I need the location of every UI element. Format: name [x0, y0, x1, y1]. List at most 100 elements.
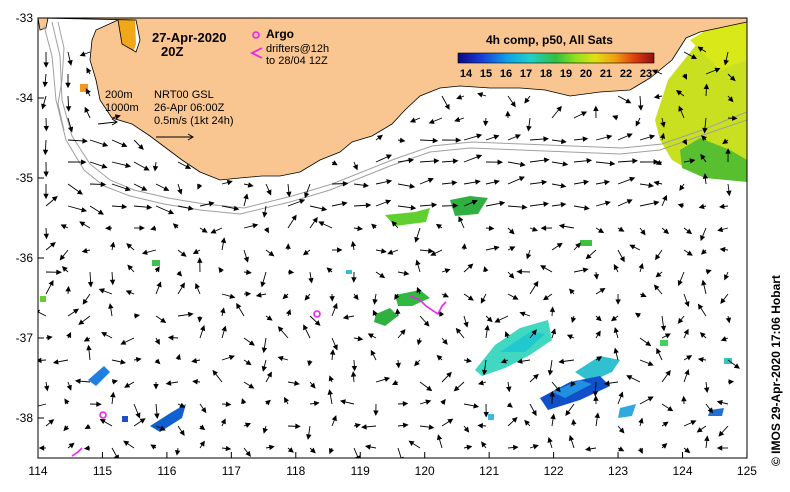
current-arrowhead	[123, 440, 130, 446]
current-arrowhead	[435, 223, 442, 230]
current-arrowhead	[656, 347, 662, 355]
current-arrowhead	[618, 446, 625, 452]
current-arrowhead	[444, 103, 450, 110]
current-arrowhead	[243, 256, 249, 263]
current-arrowhead	[187, 205, 194, 211]
current-arrowhead	[483, 120, 489, 127]
current-arrowhead	[430, 250, 437, 256]
current-arrowhead	[455, 327, 462, 334]
current-arrowhead	[109, 241, 116, 248]
current-arrowhead	[342, 314, 349, 320]
current-arrowhead	[499, 200, 506, 207]
current-arrowhead	[306, 434, 312, 440]
current-arrowhead	[701, 279, 707, 286]
current-arrowhead	[81, 159, 87, 165]
current-arrowhead	[415, 259, 421, 266]
current-arrowhead	[135, 412, 141, 419]
current-arrowhead	[111, 379, 118, 385]
current-arrowhead	[635, 120, 641, 127]
current-arrowhead	[329, 296, 335, 302]
current-arrowhead	[236, 302, 242, 310]
colorbar-tick-label: 16	[500, 68, 512, 80]
current-arrowhead	[357, 335, 364, 342]
current-arrowhead	[312, 216, 318, 223]
current-arrowhead	[367, 333, 374, 339]
current-arrowhead	[354, 422, 361, 429]
current-arrowhead	[613, 263, 619, 271]
current-arrowhead	[197, 257, 203, 263]
current-arrow	[38, 403, 47, 407]
current-arrowhead	[373, 410, 379, 416]
current-arrowhead	[542, 294, 549, 301]
current-arrowhead	[291, 214, 297, 221]
current-arrowhead	[662, 194, 668, 201]
current-arrowhead	[110, 391, 116, 398]
current-arrowhead	[414, 236, 420, 243]
current-arrowhead	[351, 277, 357, 283]
current-arrowhead	[370, 349, 376, 356]
current-arrowhead	[477, 423, 484, 429]
current-arrowhead	[728, 379, 735, 385]
current-arrowhead	[125, 290, 132, 296]
current-arrowhead	[121, 203, 128, 210]
current-arrowhead	[436, 434, 443, 441]
current-arrowhead	[582, 136, 589, 142]
current-arrowhead	[248, 340, 255, 346]
current-arrowhead	[558, 223, 565, 229]
current-arrowhead	[550, 413, 556, 420]
current-arrowhead	[314, 320, 321, 326]
current-arrowhead	[659, 132, 666, 139]
current-arrowhead	[309, 382, 316, 389]
current-arrowhead	[629, 244, 636, 250]
current-arrowhead	[282, 293, 289, 300]
current-arrowhead	[285, 309, 292, 316]
current-arrowhead	[81, 247, 88, 254]
current-arrowhead	[725, 148, 731, 154]
current-arrowhead	[603, 380, 610, 386]
current-arrowhead	[540, 265, 547, 271]
current-arrowhead	[594, 412, 600, 419]
current-arrowhead	[562, 161, 569, 167]
current-arrowhead	[549, 390, 555, 397]
current-arrowhead	[473, 403, 480, 409]
x-tick-label: 122	[544, 464, 564, 478]
current-arrowhead	[618, 226, 625, 232]
current-arrowhead	[677, 280, 683, 287]
colorbar-tick-label: 15	[480, 68, 492, 80]
current-arrowhead	[201, 227, 208, 233]
current-arrowhead	[447, 418, 454, 424]
current-arrowhead	[210, 228, 217, 234]
y-axis: -33 -34 -35 -36 -37 -38	[16, 11, 44, 425]
current-arrowhead	[681, 395, 687, 402]
current-arrowhead	[38, 357, 42, 364]
current-arrowhead	[481, 441, 487, 448]
current-arrowhead	[477, 92, 484, 98]
current-arrowhead	[141, 249, 148, 255]
x-tick-label: 115	[93, 464, 112, 478]
current-arrowhead	[331, 160, 338, 166]
current-arrowhead	[86, 344, 92, 351]
colorbar-tick-label: 18	[540, 68, 552, 80]
current-arrowhead	[494, 317, 501, 323]
current-arrowhead	[543, 201, 549, 207]
current-arrowhead	[399, 329, 406, 336]
current-arrowhead	[414, 360, 420, 367]
current-arrowhead	[387, 249, 394, 255]
current-arrowhead	[583, 179, 590, 186]
current-arrowhead	[664, 333, 671, 339]
current-arrowhead	[456, 94, 463, 100]
current-arrowhead	[42, 149, 49, 156]
current-arrowhead	[402, 400, 409, 407]
current-arrowhead	[163, 185, 170, 191]
current-arrowhead	[261, 365, 268, 372]
current-arrowhead	[277, 326, 284, 333]
current-arrowhead	[252, 223, 259, 229]
current-arrowhead	[241, 398, 247, 405]
current-arrowhead	[134, 313, 141, 319]
current-arrowhead	[519, 311, 526, 317]
current-arrowhead	[285, 243, 291, 249]
current-arrowhead	[653, 159, 660, 165]
product-time-label: 26-Apr 06:00Z	[154, 102, 225, 114]
current-arrowhead	[308, 277, 314, 284]
current-arrowhead	[372, 309, 378, 316]
